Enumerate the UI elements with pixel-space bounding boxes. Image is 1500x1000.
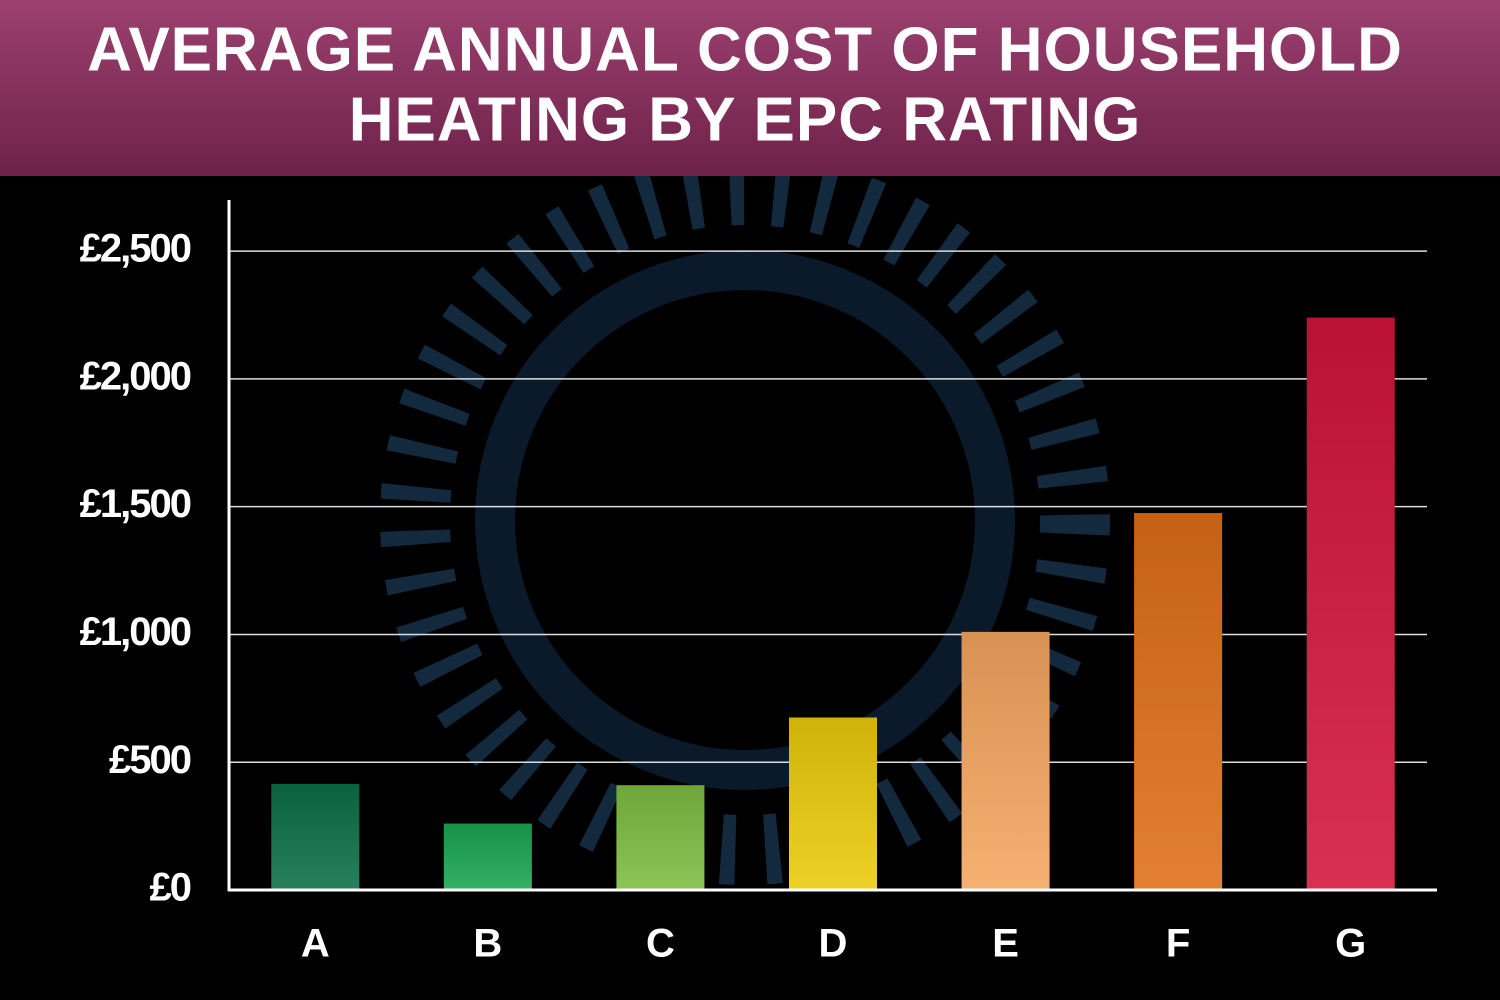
bar [271,783,360,890]
bar [1134,513,1223,890]
chart-title: AVERAGE ANNUAL COST OF HOUSEHOLD [87,15,1403,84]
y-tick-label: £1,000 [80,610,191,654]
x-tick-label: E [992,922,1019,966]
y-tick-label: £0 [150,866,191,910]
y-tick-label: £2,000 [80,354,191,398]
y-tick-label: £2,500 [80,227,191,271]
x-tick-label: D [819,922,848,966]
y-tick-label: £500 [109,738,191,782]
title-banner [0,0,1500,176]
bar [443,823,532,890]
x-tick-label: G [1335,922,1366,966]
bar [1306,317,1395,890]
gas-ring-decor [380,155,1110,885]
x-tick-label: F [1166,922,1190,966]
y-tick-label: £1,500 [80,482,191,526]
x-tick-label: A [301,922,330,966]
x-tick-label: B [473,922,502,966]
bar [788,717,878,890]
bar [616,785,705,890]
bar [961,631,1050,890]
chart-title: HEATING BY EPC RATING [349,85,1142,154]
x-tick-label: C [646,922,675,966]
